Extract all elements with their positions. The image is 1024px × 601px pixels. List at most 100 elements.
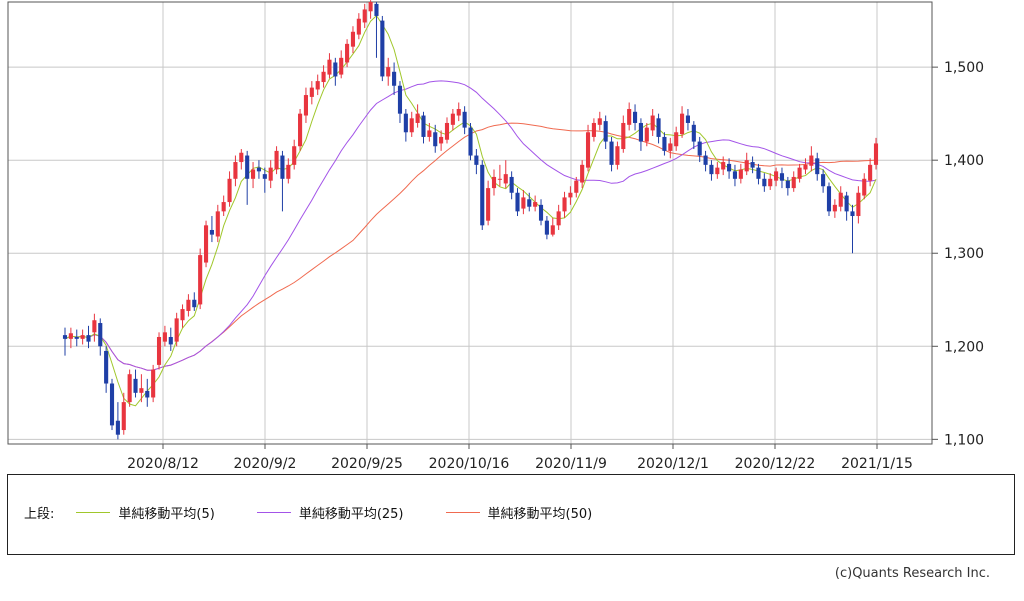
candle-body xyxy=(151,369,156,398)
candle xyxy=(374,2,379,58)
candle-body xyxy=(292,146,297,165)
candle xyxy=(674,126,679,151)
candle xyxy=(844,191,849,221)
grid xyxy=(8,2,932,444)
candle xyxy=(104,346,109,393)
candle xyxy=(345,39,350,68)
candle xyxy=(556,204,561,230)
candle-body xyxy=(409,118,414,133)
candle xyxy=(785,176,790,196)
candle xyxy=(480,160,485,230)
candle xyxy=(333,57,338,86)
candle-body xyxy=(638,122,643,142)
candle-body xyxy=(321,71,326,83)
x-tick-label: 2020/10/16 xyxy=(429,456,510,470)
candle-body xyxy=(873,143,879,165)
candle xyxy=(203,220,209,268)
candle xyxy=(356,13,361,40)
candle xyxy=(668,137,673,159)
candle xyxy=(621,115,626,153)
candle-body xyxy=(703,155,708,165)
candle xyxy=(80,329,85,345)
candle-body xyxy=(280,155,285,179)
candle-body xyxy=(533,202,538,207)
candle-body xyxy=(374,3,379,16)
candle-body xyxy=(233,162,238,179)
candle-body xyxy=(133,378,138,393)
candle-body xyxy=(439,136,444,144)
candle-body xyxy=(844,195,849,212)
candle-body xyxy=(856,192,861,217)
candle xyxy=(209,216,214,243)
candle xyxy=(615,141,620,170)
ma25-line xyxy=(64,80,877,371)
candle xyxy=(862,173,867,200)
candle-body xyxy=(574,180,579,193)
candle-body xyxy=(585,132,591,168)
candle-body xyxy=(697,141,702,156)
candle xyxy=(491,169,497,196)
candle-body xyxy=(691,124,696,142)
candle-body xyxy=(509,176,514,193)
candle-body xyxy=(203,225,209,263)
candle xyxy=(233,155,238,187)
candle xyxy=(174,312,179,347)
candle-body xyxy=(662,136,667,151)
candle xyxy=(832,199,837,218)
candle-body xyxy=(791,176,796,189)
y-tick-label: 1,500 xyxy=(944,60,984,76)
x-tick-label: 2020/9/2 xyxy=(234,456,297,470)
legend-label-ma50: 単純移動平均(50) xyxy=(487,507,593,522)
candle-body xyxy=(562,197,567,212)
y-tick-label: 1,100 xyxy=(944,432,984,448)
candle xyxy=(585,124,591,172)
candle xyxy=(256,160,261,179)
candle-body xyxy=(750,162,755,168)
candle-body xyxy=(450,113,455,125)
legend: 上段: 単純移動平均(5) 単純移動平均(25) 単純移動平均(50) xyxy=(7,474,1015,555)
candle xyxy=(656,113,661,144)
candle xyxy=(627,102,632,131)
candle xyxy=(215,204,220,243)
candle xyxy=(797,163,802,183)
candle-body xyxy=(732,171,738,179)
candle-body xyxy=(180,309,185,321)
candle-body xyxy=(756,167,761,179)
candle-body xyxy=(680,113,685,135)
candle xyxy=(198,248,203,310)
candle xyxy=(145,378,150,407)
candle xyxy=(127,369,132,407)
candle-body xyxy=(486,188,491,221)
candle-body xyxy=(251,169,256,179)
candle xyxy=(732,164,738,187)
candle xyxy=(873,137,879,170)
candle-body xyxy=(339,57,344,75)
candle xyxy=(721,156,726,176)
candle xyxy=(515,188,520,217)
candle xyxy=(474,149,479,175)
candle xyxy=(868,158,873,187)
legend-item-ma5: 単純移動平均(5) xyxy=(76,503,215,522)
candle-body xyxy=(209,229,214,235)
candle xyxy=(286,158,291,184)
candle-body xyxy=(538,204,544,221)
candle xyxy=(580,160,585,189)
candle-body xyxy=(309,87,314,97)
candle xyxy=(62,327,68,356)
candle xyxy=(791,171,796,192)
candle-body xyxy=(350,31,356,47)
candle xyxy=(86,325,91,349)
y-tick-label: 1,400 xyxy=(944,153,984,169)
candle xyxy=(685,109,690,131)
candle xyxy=(444,117,450,144)
candle-body xyxy=(456,109,461,116)
candle-body xyxy=(397,85,403,114)
candle-body xyxy=(333,62,338,77)
candle-body xyxy=(215,211,220,237)
candle-body xyxy=(392,71,397,86)
moving-averages xyxy=(64,14,877,407)
candle xyxy=(538,199,544,226)
candle xyxy=(98,318,103,356)
candle-body xyxy=(768,178,773,187)
candle-body xyxy=(556,211,561,226)
